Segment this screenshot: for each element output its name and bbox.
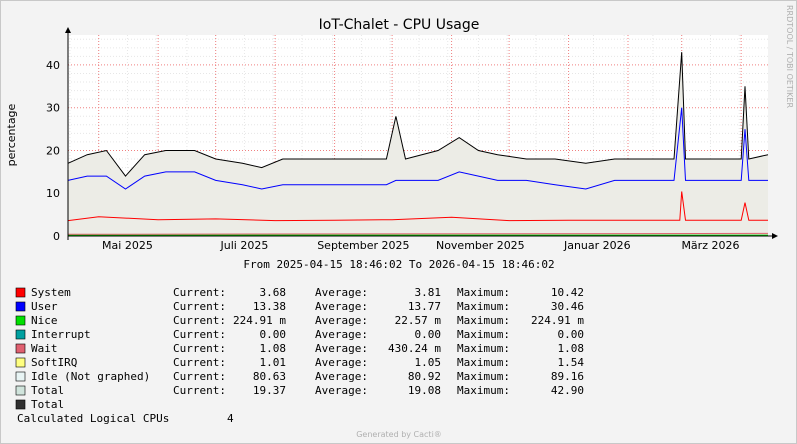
legend-swatch-softirq — [15, 357, 26, 368]
legend-average-value: 13.77 — [408, 300, 441, 313]
legend-average-value: 19.08 — [408, 384, 441, 397]
legend-average-label: Average: — [315, 342, 368, 355]
x-tick-label: Juli 2025 — [220, 239, 269, 252]
legend-swatch-user — [15, 301, 26, 312]
legend-maximum-label: Maximum: — [457, 370, 510, 383]
x-tick-label: Januar 2026 — [563, 239, 631, 252]
legend-swatch-total — [15, 385, 26, 396]
legend-average-label: Average: — [315, 286, 368, 299]
legend-maximum-value: 42.90 — [551, 384, 584, 397]
legend-average-value: 1.05 — [415, 356, 442, 369]
legend-average-value: 80.92 — [408, 370, 441, 383]
legend-current-label: Current: — [173, 328, 226, 341]
x-axis-arrow — [772, 233, 778, 239]
chart-title: IoT-Chalet - CPU Usage — [319, 17, 480, 33]
legend-maximum-value: 1.54 — [558, 356, 585, 369]
legend-name: Wait — [31, 342, 58, 355]
y-tick-label: 10 — [46, 187, 60, 200]
series-layer — [67, 52, 769, 236]
y-tick-label: 0 — [53, 230, 60, 243]
y-axis-ticks: 0 10 20 30 40 — [46, 59, 60, 243]
legend-current-label: Current: — [173, 300, 226, 313]
y-tick-label: 40 — [46, 59, 60, 72]
period-text: From 2025-04-15 18:46:02 To 2026-04-15 1… — [243, 258, 554, 271]
y-tick-label: 20 — [46, 144, 60, 157]
total-area — [68, 52, 768, 236]
legend-maximum-label: Maximum: — [457, 314, 510, 327]
legend-swatch-nice — [15, 315, 26, 326]
legend-current-value: 3.68 — [260, 286, 287, 299]
legend-average-label: Average: — [315, 328, 368, 341]
legend-name: User — [31, 300, 58, 313]
legend-current-label: Current: — [173, 384, 226, 397]
legend-current-label: Current: — [173, 342, 226, 355]
legend-maximum-value: 89.16 — [551, 370, 584, 383]
y-axis-label: percentage — [5, 103, 18, 166]
legend-maximum-value: 0.00 — [558, 328, 585, 341]
legend-average-value: 3.81 — [415, 286, 442, 299]
legend-current-label: Current: — [173, 314, 226, 327]
legend-current-value: 1.08 — [260, 342, 287, 355]
legend-name: Total — [31, 384, 64, 397]
legend-maximum-label: Maximum: — [457, 384, 510, 397]
series-line-user — [67, 107, 768, 190]
legend-maximum-label: Maximum: — [457, 342, 510, 355]
legend-current-value: 0.00 — [260, 328, 287, 341]
legend-current-label: Current: — [173, 370, 226, 383]
legend-swatch-interrupt — [15, 329, 26, 340]
legend-current-value: 224.91 m — [233, 314, 286, 327]
axes — [65, 27, 778, 240]
legend-swatch-wait — [15, 343, 26, 354]
x-tick-label: Mai 2025 — [102, 239, 153, 252]
x-tick-label: November 2025 — [436, 239, 525, 252]
legend-maximum-value: 224.91 m — [531, 314, 584, 327]
legend-average-label: Average: — [315, 370, 368, 383]
legend: System Current: 3.68 Average: 3.81 Maximum: 10… — [15, 286, 585, 411]
y-tick-label: 30 — [46, 102, 60, 115]
logical-cpus-label: Calculated Logical CPUs — [17, 412, 169, 425]
legend-average-value: 22.57 m — [395, 314, 442, 327]
legend-current-value: 80.63 — [253, 370, 286, 383]
legend-maximum-label: Maximum: — [457, 300, 510, 313]
generated-by-credit: Generated by Cacti® — [356, 430, 442, 439]
x-tick-label: März 2026 — [681, 239, 739, 252]
legend-maximum-value: 30.46 — [551, 300, 584, 313]
legend-current-value: 19.37 — [253, 384, 286, 397]
series-line-system — [67, 191, 768, 222]
legend-maximum-label: Maximum: — [457, 356, 510, 369]
x-axis-ticks: Mai 2025 Juli 2025 September 2025 November … — [102, 239, 739, 252]
legend-current-value: 1.01 — [260, 356, 287, 369]
legend-maximum-value: 1.08 — [558, 342, 585, 355]
legend-average-label: Average: — [315, 384, 368, 397]
legend-current-label: Current: — [173, 286, 226, 299]
legend-average-label: Average: — [315, 356, 368, 369]
x-tick-label: September 2025 — [317, 239, 409, 252]
legend-swatch-system — [15, 287, 26, 298]
legend-name: Nice — [31, 314, 58, 327]
series-line-wait — [67, 232, 769, 235]
legend-maximum-value: 10.42 — [551, 286, 584, 299]
legend-current-label: Current: — [173, 356, 226, 369]
legend-name: Idle (Not graphed) — [31, 370, 150, 383]
legend-name: System — [31, 286, 71, 299]
rrdtool-credit: RRDTOOL / TOBI OETIKER — [785, 5, 794, 108]
y-axis-arrow — [65, 27, 71, 33]
legend-average-label: Average: — [315, 314, 368, 327]
legend-maximum-label: Maximum: — [457, 328, 510, 341]
legend-name: Total — [31, 398, 64, 411]
series-line-total — [67, 52, 769, 177]
legend-current-value: 13.38 — [253, 300, 286, 313]
legend-average-value: 0.00 — [415, 328, 442, 341]
legend-name: Interrupt — [31, 328, 91, 341]
legend-name: SoftIRQ — [31, 356, 77, 369]
legend-swatch-total — [15, 399, 26, 410]
legend-average-value: 430.24 m — [388, 342, 441, 355]
logical-cpus-value: 4 — [227, 412, 234, 425]
legend-swatch-idle-not-graphed- — [15, 371, 26, 382]
legend-average-label: Average: — [315, 300, 368, 313]
legend-maximum-label: Maximum: — [457, 286, 510, 299]
